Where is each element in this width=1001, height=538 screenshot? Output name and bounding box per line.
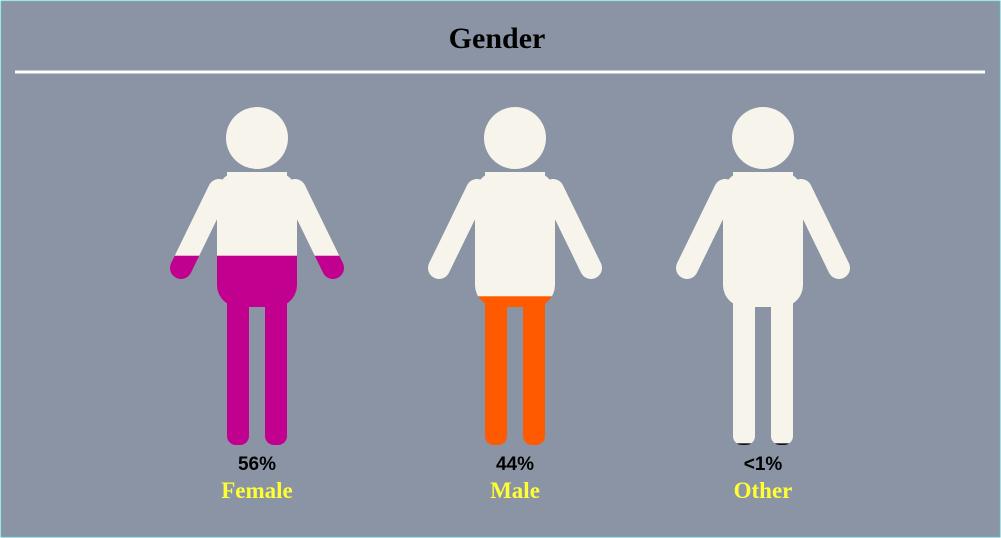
person-icon: [415, 102, 615, 450]
person-icon: [157, 102, 357, 450]
chart-title: Gender: [449, 22, 546, 55]
value-label: 56%: [238, 454, 276, 475]
person-fill: [415, 296, 615, 450]
person-icon: [663, 102, 863, 450]
person-base: [663, 102, 863, 450]
person-fill: [663, 443, 863, 450]
person-fill: [157, 255, 357, 450]
value-label: <1%: [744, 454, 783, 475]
category-label: Female: [221, 478, 293, 503]
category-label: Male: [490, 478, 540, 503]
value-label: 44%: [496, 454, 534, 475]
category-label: Other: [734, 478, 793, 503]
